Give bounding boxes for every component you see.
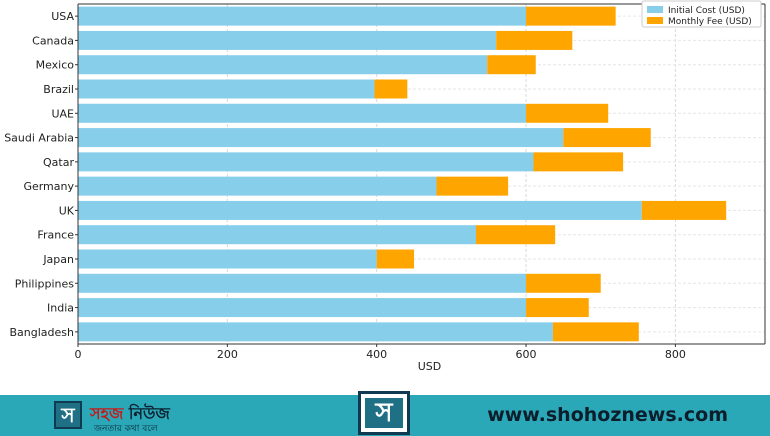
category-label: Germany [23, 180, 74, 193]
brand-logo-icon: স [54, 401, 82, 429]
category-label: UK [59, 204, 75, 217]
bar-chart: USA Canada Mexico Brazil UAE Saudi Arabia Qata… [4, 0, 766, 373]
bar-monthly-fee [526, 103, 609, 123]
bar-initial-cost [78, 273, 527, 293]
x-axis-label: USD [418, 360, 442, 373]
bar-initial-cost [78, 152, 534, 172]
bar-monthly-fee [376, 249, 415, 269]
category-label: Canada [32, 34, 74, 47]
bar-monthly-fee [526, 6, 616, 26]
bar-initial-cost [78, 322, 553, 342]
x-tick-label: 0 [75, 348, 82, 361]
bar-initial-cost [78, 79, 375, 99]
category-label: Brazil [43, 83, 74, 96]
category-label: India [47, 302, 74, 315]
footer-banner: স সহজ নিউজ জনতার কথা বলে স www.shohoznew… [0, 391, 770, 436]
bar-monthly-fee [496, 30, 573, 50]
category-label: Qatar [43, 156, 74, 169]
bar-monthly-fee [533, 152, 624, 172]
brand-name: সহজ নিউজ [90, 404, 170, 423]
bar-monthly-fee [436, 176, 509, 196]
category-label: Mexico [36, 59, 75, 72]
bar-initial-cost [78, 298, 527, 318]
bar-initial-cost [78, 249, 377, 269]
center-logo-icon: স [358, 391, 410, 435]
category-label: USA [51, 10, 74, 23]
bar-initial-cost [78, 200, 642, 220]
category-label: UAE [51, 107, 74, 120]
bar-initial-cost [78, 6, 527, 26]
bar-monthly-fee [552, 322, 639, 342]
legend-swatch [647, 6, 663, 13]
bar-initial-cost [78, 225, 477, 245]
bar-monthly-fee [476, 225, 556, 245]
category-label: Saudi Arabia [4, 132, 74, 145]
bar-initial-cost [78, 55, 488, 75]
bar-initial-cost [78, 103, 527, 123]
bar-monthly-fee [563, 128, 651, 148]
category-label: France [37, 229, 74, 242]
x-tick-label: 200 [217, 348, 238, 361]
bar-monthly-fee [526, 298, 589, 318]
brand-tagline: জনতার কথা বলে [94, 424, 158, 434]
bar-monthly-fee [526, 273, 601, 293]
legend-swatch [647, 17, 663, 24]
bar-initial-cost [78, 128, 564, 148]
category-label: Philippines [15, 277, 75, 290]
x-tick-label: 600 [516, 348, 537, 361]
bar-monthly-fee [487, 55, 536, 75]
bar-monthly-fee [641, 200, 727, 220]
x-tick-label: 800 [665, 348, 686, 361]
category-label: Bangladesh [10, 326, 75, 339]
bar-initial-cost [78, 176, 437, 196]
bar-initial-cost [78, 30, 497, 50]
legend-label: Initial Cost (USD) [668, 6, 745, 16]
category-label: Japan [42, 253, 74, 266]
x-tick-label: 400 [366, 348, 387, 361]
legend-label: Monthly Fee (USD) [668, 17, 752, 27]
bar-monthly-fee [374, 79, 408, 99]
legend-box [641, 0, 762, 28]
website-url[interactable]: www.shohoznews.com [487, 404, 728, 426]
